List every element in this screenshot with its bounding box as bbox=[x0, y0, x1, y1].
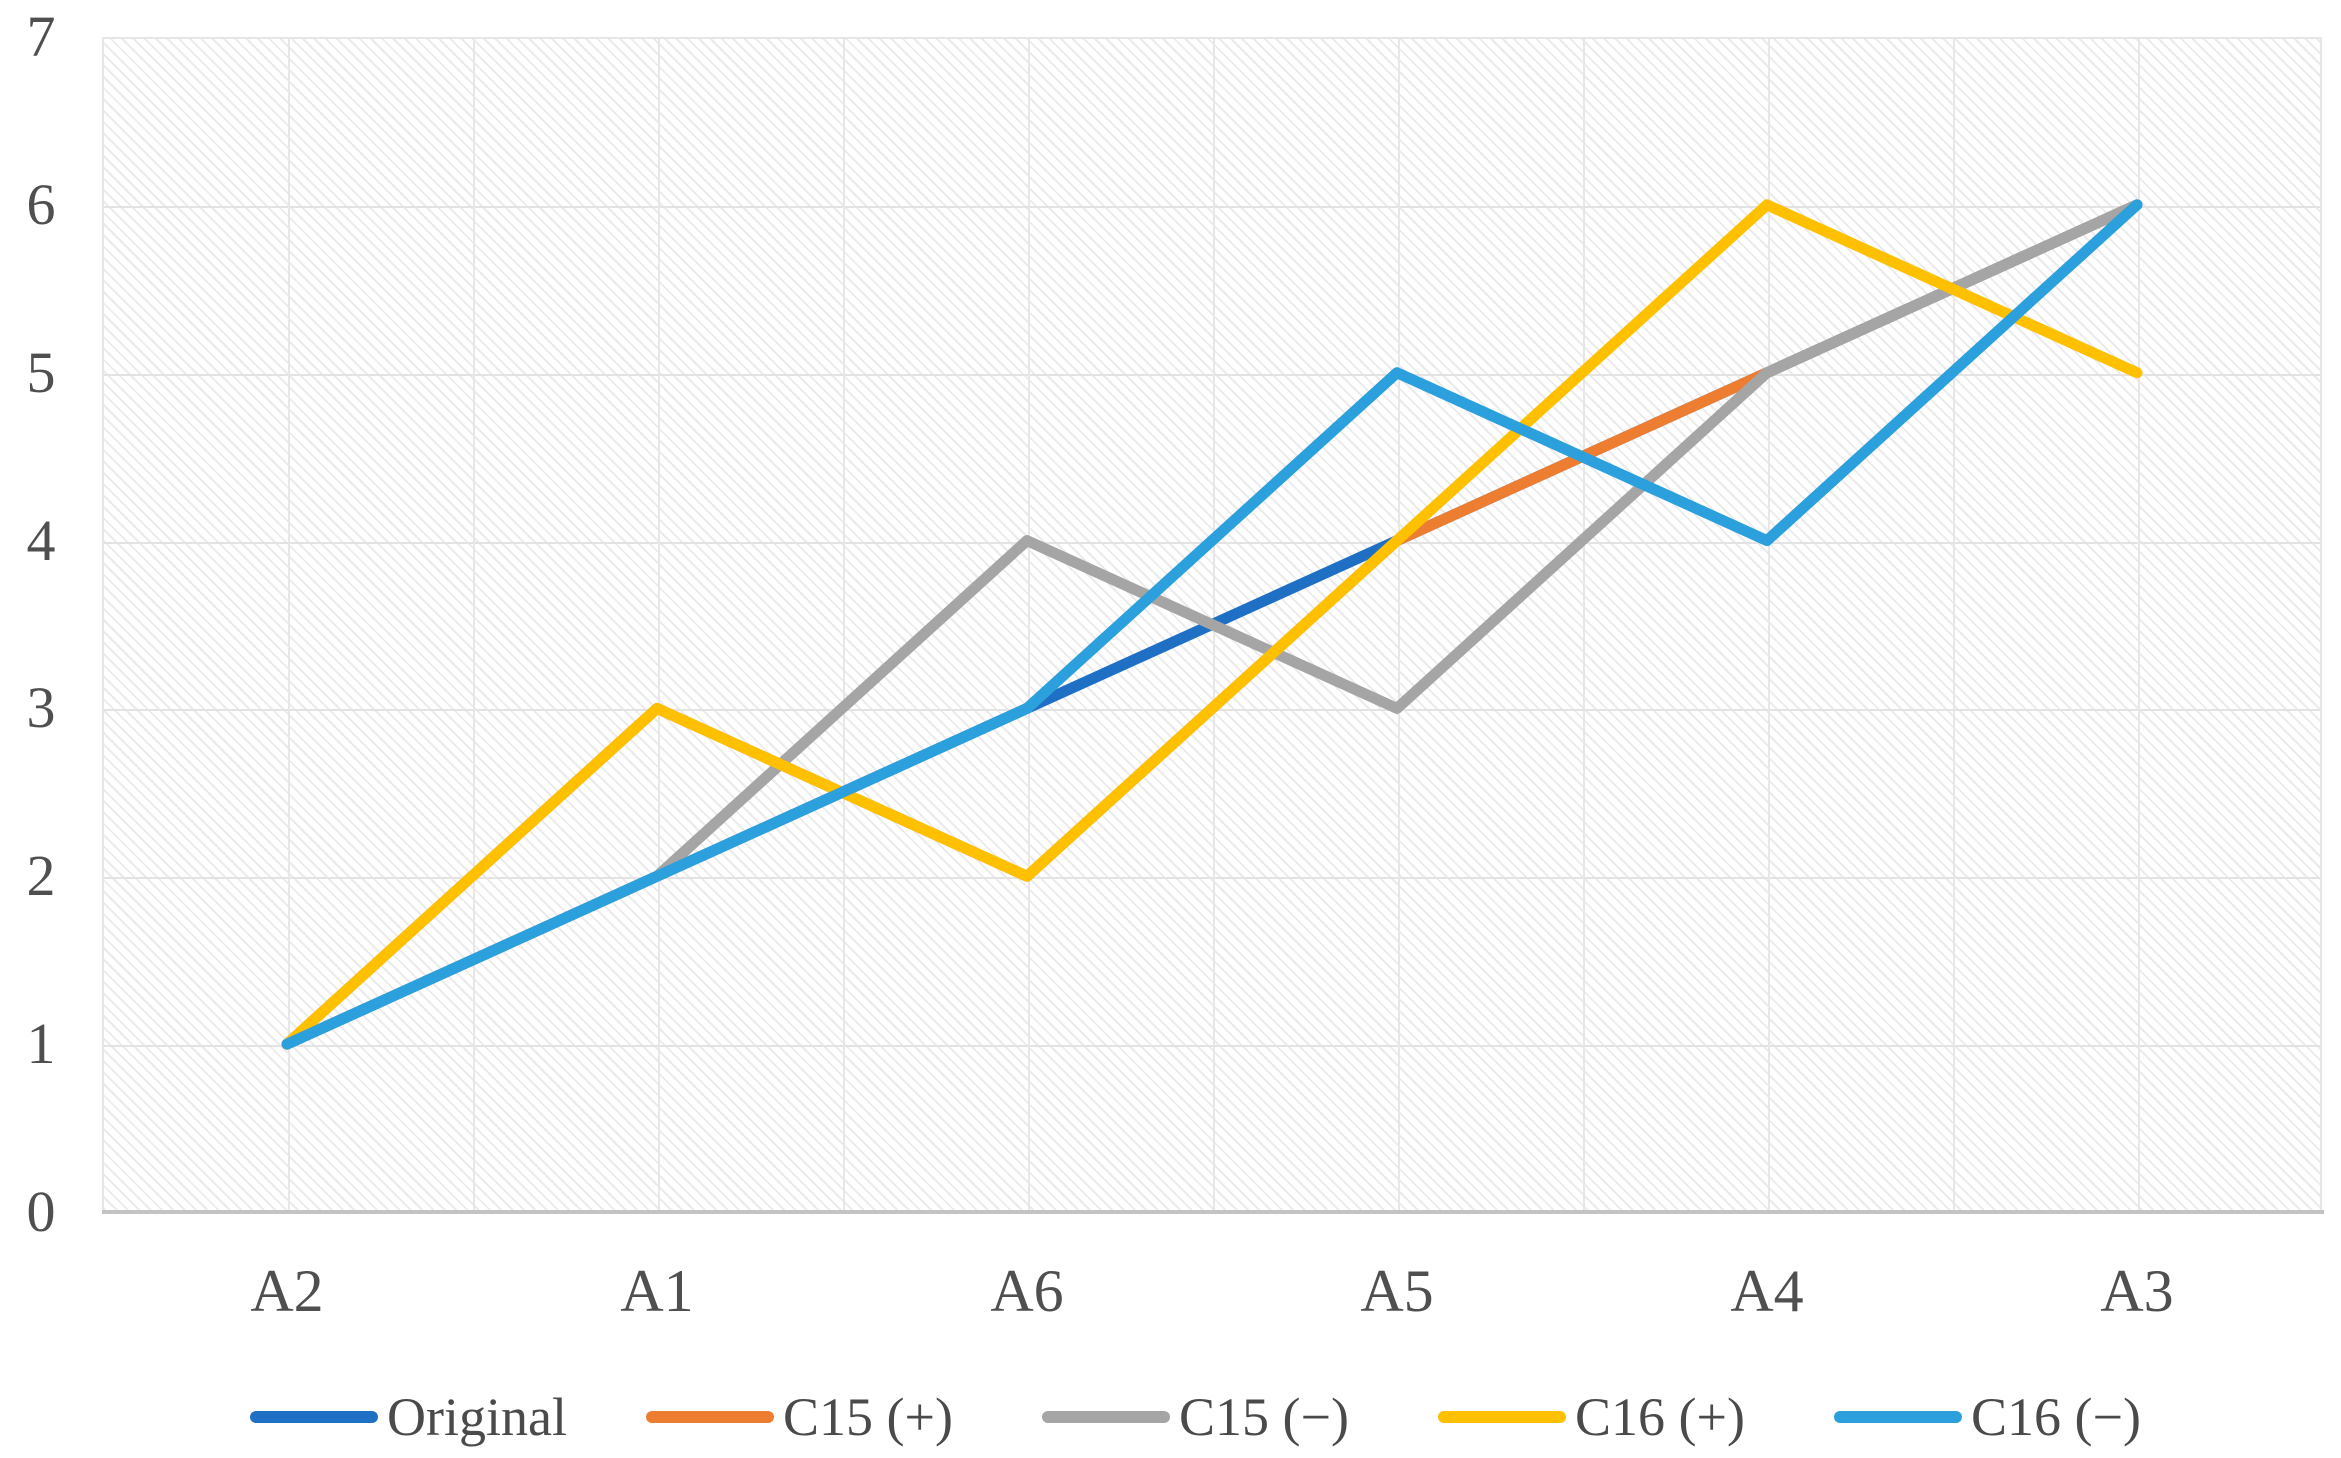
y-tick-label: 7 bbox=[26, 4, 56, 69]
legend-item: C16 (+) bbox=[1438, 1385, 1745, 1449]
x-tick-label: A2 bbox=[250, 1258, 324, 1324]
x-tick-label: A1 bbox=[620, 1258, 694, 1324]
gridline-vertical bbox=[473, 39, 475, 1210]
legend-label: C15 (+) bbox=[783, 1387, 953, 1447]
legend-swatch-icon bbox=[250, 1411, 378, 1423]
gridline-vertical bbox=[1768, 39, 1770, 1210]
gridline-vertical bbox=[288, 39, 290, 1210]
gridline-horizontal bbox=[104, 373, 2320, 376]
legend-label: Original bbox=[387, 1387, 567, 1447]
legend-swatch-icon bbox=[1438, 1411, 1566, 1423]
legend-swatch-icon bbox=[1042, 1411, 1170, 1423]
gridline-horizontal bbox=[104, 1045, 2320, 1048]
legend-label: C16 (−) bbox=[1971, 1387, 2141, 1447]
legend-item: C15 (−) bbox=[1042, 1385, 1349, 1449]
legend-swatch-icon bbox=[646, 1411, 774, 1423]
x-tick-label: A6 bbox=[990, 1258, 1064, 1324]
legend-item: C16 (−) bbox=[1834, 1385, 2141, 1449]
gridline-vertical bbox=[658, 39, 660, 1210]
x-tick-label: A3 bbox=[2100, 1258, 2174, 1324]
y-tick-label: 6 bbox=[26, 171, 56, 237]
legend-label: C16 (+) bbox=[1575, 1387, 1745, 1447]
legend-item: Original bbox=[250, 1385, 567, 1449]
x-axis-line bbox=[102, 1210, 2324, 1214]
gridline-vertical bbox=[1953, 39, 1955, 1210]
x-tick-label: A5 bbox=[1360, 1258, 1434, 1324]
gridline-vertical bbox=[843, 39, 845, 1210]
series-line-3 bbox=[281, 199, 2143, 1050]
y-tick-label: 5 bbox=[26, 339, 56, 405]
legend: Original C15 (+) C15 (−) C16 (+) C16 (−) bbox=[0, 1385, 2341, 1449]
y-tick-label: 3 bbox=[26, 675, 56, 741]
y-tick-label: 1 bbox=[26, 1011, 56, 1077]
gridline-vertical bbox=[1398, 39, 1400, 1210]
series-line-4 bbox=[281, 199, 2143, 1050]
gridline-vertical bbox=[1028, 39, 1030, 1210]
gridline-vertical bbox=[2138, 39, 2140, 1210]
series-lines bbox=[281, 199, 2143, 1050]
gridline-horizontal bbox=[104, 205, 2320, 208]
legend-item: C15 (+) bbox=[646, 1385, 953, 1449]
x-tick-label: A4 bbox=[1730, 1258, 1804, 1324]
gridline-vertical bbox=[1583, 39, 1585, 1210]
legend-swatch-icon bbox=[1834, 1411, 1962, 1423]
y-tick-label: 0 bbox=[26, 1179, 56, 1244]
y-tick-label: 4 bbox=[26, 507, 56, 573]
legend-label: C15 (−) bbox=[1179, 1387, 1349, 1447]
gridline-horizontal bbox=[104, 877, 2320, 880]
y-tick-label: 2 bbox=[26, 843, 56, 909]
